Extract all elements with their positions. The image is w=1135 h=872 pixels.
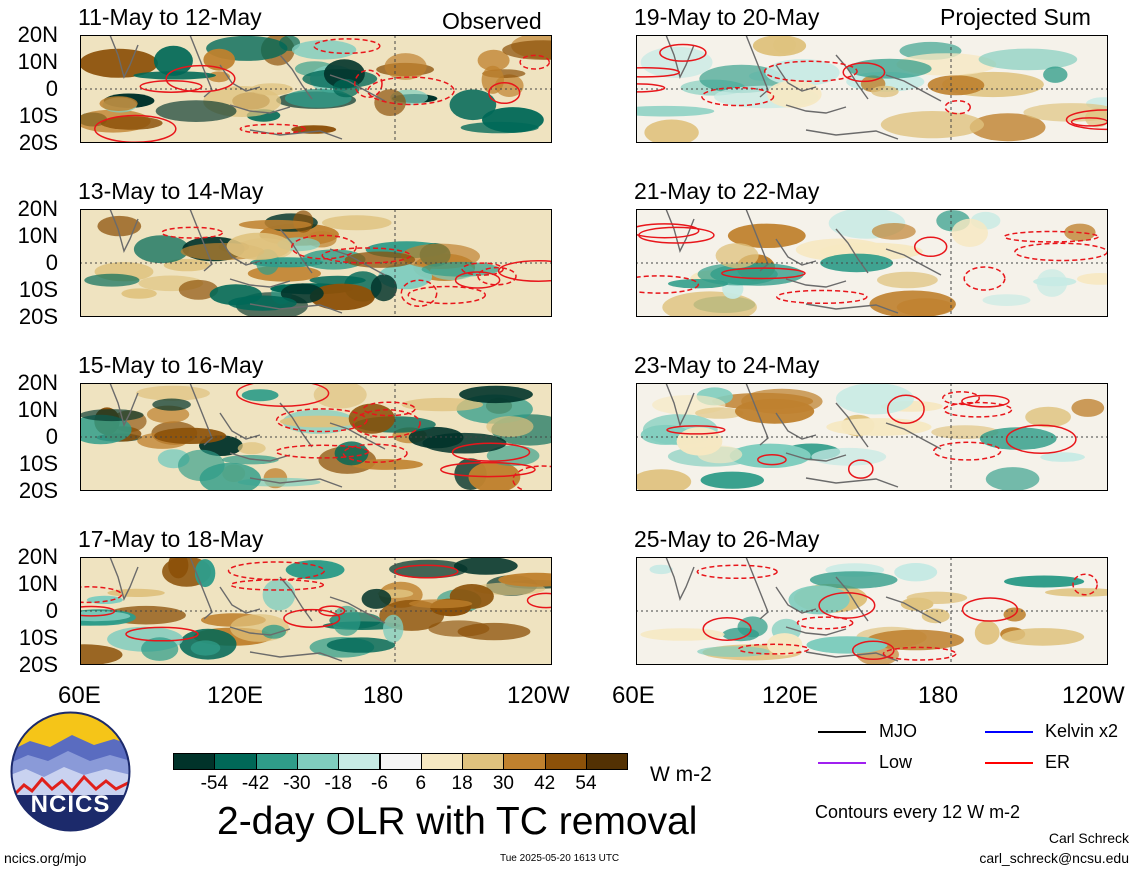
- map-canvas: [636, 383, 1108, 491]
- colorbar-swatch: [462, 753, 505, 770]
- lon-label-120w-left: 120W: [507, 682, 570, 709]
- panel-title-obs-2: 13-May to 14-May: [78, 178, 264, 204]
- panel-title-proj-3: 23-May to 24-May: [634, 352, 820, 378]
- lat-label: 10N: [17, 571, 58, 596]
- colorbar-swatch: [544, 753, 587, 770]
- observed-label: Observed: [442, 8, 542, 34]
- colorbar-swatch: [173, 753, 216, 770]
- legend-kelvin-line: [985, 731, 1033, 733]
- legend-mjo-line: [818, 731, 866, 733]
- lon-label-120w-right: 120W: [1062, 682, 1125, 709]
- colorbar-tick: -18: [324, 773, 352, 794]
- map-panel-proj-2: [636, 209, 1108, 317]
- map-canvas: [636, 209, 1108, 317]
- ncics-logo: NCICS: [10, 711, 131, 832]
- lat-label: 10S: [18, 451, 58, 476]
- lat-label: 20S: [18, 478, 58, 503]
- lon-label-60e-left: 60E: [58, 682, 101, 709]
- lat-label: 10S: [18, 277, 58, 302]
- lat-label: 20N: [17, 370, 58, 395]
- map-panel-obs-2: [80, 209, 552, 317]
- legend-low-label: Low: [879, 752, 913, 772]
- email[interactable]: carl_schreck@ncsu.edu: [979, 850, 1129, 866]
- lat-label: 20S: [18, 652, 58, 677]
- map-canvas: [80, 557, 552, 665]
- map-canvas: [80, 209, 552, 317]
- colorbar-tick: 54: [575, 773, 597, 794]
- ncics-logo-text: NCICS: [30, 791, 111, 818]
- lat-label: 20N: [17, 196, 58, 221]
- colorbar-tick: 18: [451, 773, 473, 794]
- lat-label: 20S: [18, 304, 58, 329]
- colorbar-tick: 6: [415, 773, 427, 794]
- lon-label-60e-right: 60E: [612, 682, 655, 709]
- legend-kelvin-label: Kelvin x2: [1045, 721, 1119, 741]
- main-title: 2-day OLR with TC removal: [217, 800, 698, 843]
- panel-title-obs-4: 17-May to 18-May: [78, 526, 264, 552]
- lat-label: 0: [45, 250, 58, 275]
- author: Carl Schreck: [1048, 830, 1129, 846]
- colorbar-swatch: [214, 753, 257, 770]
- legend-mjo-label: MJO: [879, 721, 917, 741]
- lat-label: 10N: [17, 397, 58, 422]
- colorbar-tick: 30: [492, 773, 514, 794]
- colorbar-swatch: [255, 753, 298, 770]
- legend-er-label: ER: [1045, 752, 1071, 772]
- panel-title-proj-4: 25-May to 26-May: [634, 526, 820, 552]
- panel-title-obs-1: 11-May to 12-May: [78, 4, 262, 30]
- contour-note: Contours every 12 W m-2: [815, 802, 1021, 822]
- lat-label: 20N: [17, 22, 58, 47]
- colorbar-swatch: [379, 753, 422, 770]
- map-canvas: [636, 35, 1108, 143]
- lat-label: 10N: [17, 49, 58, 74]
- map-panel-obs-1: [80, 35, 552, 143]
- map-panel-proj-1: [636, 35, 1108, 143]
- lat-label: 10S: [18, 103, 58, 128]
- colorbar-unit: W m-2: [650, 763, 712, 786]
- map-canvas: [80, 383, 552, 491]
- colorbar-tick: -42: [241, 773, 270, 794]
- lat-label: 10S: [18, 625, 58, 650]
- colorbar-tick: -54: [200, 773, 229, 794]
- panel-title-obs-3: 15-May to 16-May: [78, 352, 264, 378]
- colorbar-swatch: [420, 753, 464, 770]
- colorbar-tick: -30: [283, 773, 311, 794]
- colorbar-swatch: [338, 753, 381, 770]
- colorbar-swatch: [296, 753, 340, 770]
- site-link[interactable]: ncics.org/mjo: [4, 850, 87, 866]
- timestamp: Tue 2025-05-20 1613 UTC: [500, 853, 620, 864]
- lat-label: 20S: [18, 130, 58, 155]
- lat-label: 20N: [17, 544, 58, 569]
- map-panel-obs-4: [80, 557, 552, 665]
- lat-label: 10N: [17, 223, 58, 248]
- lon-label-180-right: 180: [918, 682, 959, 709]
- map-canvas: [80, 35, 552, 143]
- lat-label: 0: [45, 76, 58, 101]
- colorbar-tick: 42: [534, 773, 556, 794]
- lon-label-180-left: 180: [363, 682, 404, 709]
- panel-title-proj-1: 19-May to 20-May: [634, 4, 820, 30]
- colorbar-swatch: [586, 753, 629, 770]
- lon-label-120e-left: 120E: [207, 682, 264, 709]
- projected-label: Projected Sum: [940, 4, 1091, 30]
- lat-label: 0: [45, 424, 58, 449]
- lon-label-120e-right: 120E: [762, 682, 819, 709]
- map-panel-obs-3: [80, 383, 552, 491]
- colorbar-tick: -6: [371, 773, 388, 794]
- legend-low-line: [818, 762, 866, 764]
- map-panel-proj-3: [636, 383, 1108, 491]
- colorbar-swatch: [503, 753, 546, 770]
- map-panel-proj-4: [636, 557, 1108, 665]
- map-canvas: [636, 557, 1108, 665]
- panel-title-proj-2: 21-May to 22-May: [634, 178, 820, 204]
- lat-label: 0: [45, 598, 58, 623]
- legend-er-line: [985, 762, 1033, 764]
